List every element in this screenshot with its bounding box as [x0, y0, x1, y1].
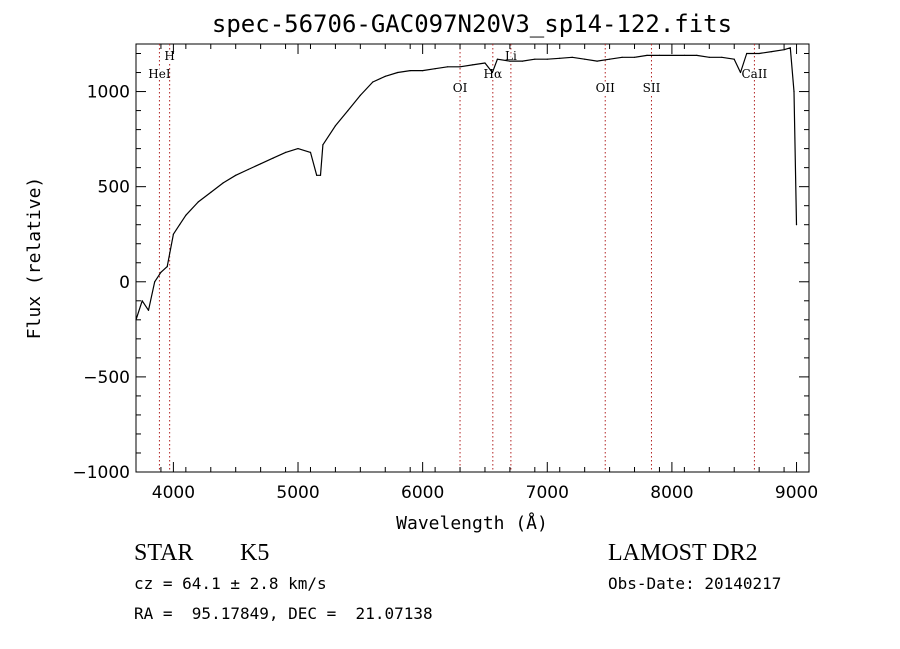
spectrum-data-point	[491, 71, 493, 74]
spectrum-data-point	[758, 52, 760, 55]
spectrum-data-point	[534, 58, 536, 60]
x-tick-label: 5000	[276, 483, 319, 503]
y-tick-label: −1000	[72, 463, 130, 483]
spectrum-data-point	[721, 56, 723, 58]
spectrum-data-point	[422, 70, 424, 72]
spectrum-data-point	[783, 49, 785, 51]
axis-ticks-layer: 4000 5000 6000 7000 8000 9000 −1000 −500 0 500 100…	[72, 44, 818, 503]
spectrum-data-point	[496, 58, 498, 60]
spectrum-data-point	[789, 47, 791, 49]
y-tick-label: −500	[83, 368, 130, 388]
spectrum-data-point	[793, 91, 795, 93]
spectrum-data-point	[334, 125, 336, 127]
spectrum-data-point	[384, 75, 386, 77]
spectrum-data-point	[658, 54, 661, 57]
spectrum-data-point	[347, 110, 349, 112]
survey-name: LAMOST DR2	[608, 540, 758, 566]
chart-title: spec-56706-GAC097N20V3_sp14-122.fits	[212, 10, 732, 38]
spectrum-data-point	[322, 144, 324, 146]
spectrum-data-point	[297, 148, 299, 150]
spectrum-data-point	[272, 157, 274, 159]
spectrum-data-point	[147, 309, 150, 311]
spectrum-data-point	[521, 60, 524, 62]
spectrum-data-point	[260, 163, 262, 165]
spectrum-data-point	[210, 191, 212, 193]
spectrum-data-point	[160, 271, 162, 273]
spectrum-data-point	[571, 56, 573, 58]
x-tick-label: 4000	[152, 483, 195, 503]
spectrum-data-point	[319, 174, 322, 176]
spectrum-data-point	[316, 174, 318, 176]
star-class: STAR	[134, 540, 194, 566]
spectrum-data-point	[459, 66, 461, 68]
spectral-line-label: OII	[596, 81, 616, 95]
spectrum-data-point	[185, 214, 187, 216]
y-axis-label: Flux (relative)	[24, 177, 45, 340]
spectrum-data-point	[359, 94, 361, 96]
y-tick-label: 1000	[87, 83, 130, 103]
spectrum-data-point	[471, 64, 474, 66]
spectrum-data-point	[746, 52, 748, 55]
spectrum-data-point	[646, 54, 648, 57]
star-subclass: K5	[240, 540, 270, 566]
y-tick-label: 0	[119, 273, 130, 293]
spectral-line-label: OI	[453, 81, 468, 95]
spectrum-data-point	[285, 151, 287, 153]
spectrum-data-point	[633, 56, 636, 58]
spectrum-data-point	[559, 57, 561, 59]
spectrum-data-point	[708, 56, 710, 58]
spectral-line-label: SII	[643, 81, 661, 95]
spectrum-data-point	[584, 58, 586, 60]
spectrum-data-point	[795, 224, 798, 226]
redshift-cz: cz = 64.1 ± 2.8 km/s	[134, 574, 327, 593]
plot-frame	[135, 43, 810, 473]
spectrum-data-point	[172, 233, 174, 235]
spectrum-data-point	[733, 58, 735, 60]
spectral-line-label: HeI	[148, 67, 171, 81]
spectrum-data-point	[235, 174, 237, 176]
spectrum-data-point	[397, 71, 399, 74]
spectrum-data-point	[447, 66, 449, 68]
obs-date: Obs-Date: 20140217	[608, 574, 782, 593]
spectrum-data-point	[509, 60, 511, 62]
x-tick-label: 6000	[401, 483, 444, 503]
spectrum-data-point	[197, 201, 199, 203]
spectrum-data-point	[484, 62, 486, 64]
spectrum-data-point	[166, 266, 168, 268]
spectrum-data-point	[409, 70, 411, 72]
spectrum-data-point	[309, 151, 312, 153]
y-tick-label: 500	[98, 178, 130, 198]
spectrum-data-point	[372, 81, 374, 83]
spectrum-series-line	[135, 47, 798, 320]
x-tick-label: 7000	[526, 483, 569, 503]
spectrum-data-point	[771, 51, 773, 53]
spectrum-data-point	[596, 60, 598, 62]
spectral-line-label: Hα	[484, 67, 503, 81]
spectrum-data-point	[434, 68, 436, 70]
spectrum-data-point	[609, 58, 611, 60]
spectrum-data-point	[222, 182, 224, 184]
spectrum-data-point	[154, 281, 156, 283]
spectrum-data-point	[135, 319, 137, 321]
spectrum-data-point	[546, 58, 548, 60]
spectrum-data-point	[247, 168, 249, 171]
x-axis-label: Wavelength (Å)	[396, 512, 548, 534]
data-layer	[135, 47, 798, 321]
spectral-line-label: CaII	[741, 67, 767, 81]
spectrum-data-point	[179, 224, 181, 226]
x-tick-label: 9000	[775, 483, 818, 503]
spectrum-data-point	[683, 54, 686, 57]
spectrum-data-point	[671, 54, 673, 57]
spectrum-data-point	[739, 71, 742, 74]
coordinates: RA = 95.17849, DEC = 21.07138	[134, 604, 433, 623]
x-tick-label: 8000	[650, 483, 693, 503]
spectrum-data-point	[696, 54, 698, 57]
spectrum-data-point	[621, 56, 623, 58]
spectrum-data-point	[141, 300, 143, 302]
